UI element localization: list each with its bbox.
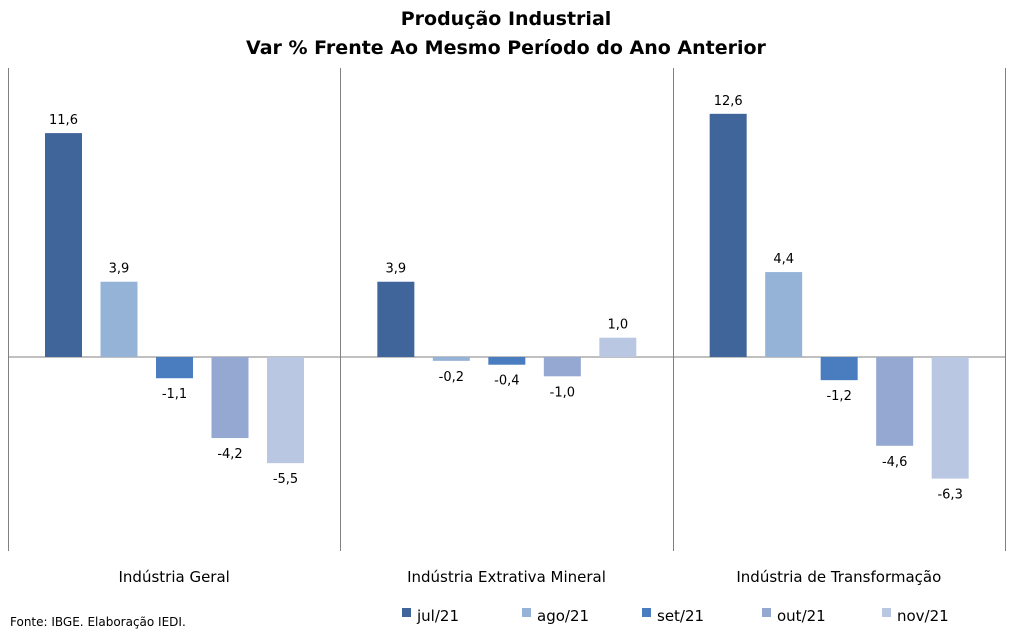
bar [432, 357, 470, 361]
category-label: Indústria Extrativa Mineral [407, 568, 606, 586]
data-label: -1,1 [162, 387, 187, 402]
bar [931, 357, 969, 479]
bar [543, 357, 581, 377]
data-label: -5,5 [273, 472, 298, 487]
data-label: 4,4 [773, 252, 794, 267]
source-note: Fonte: IBGE. Elaboração IEDI. [10, 615, 186, 629]
data-label: 11,6 [49, 113, 78, 128]
legend-entry: nov/21 [897, 607, 949, 625]
data-label: 12,6 [714, 94, 743, 109]
bar [599, 337, 637, 357]
bar [820, 357, 858, 381]
data-label: 3,9 [385, 262, 406, 277]
data-label: -1,0 [550, 385, 575, 400]
legend-swatch [762, 608, 771, 617]
data-label: -0,2 [439, 370, 464, 385]
bar [100, 281, 138, 357]
category-label: Indústria de Transformação [736, 568, 941, 586]
legend-entry: jul/21 [416, 607, 459, 625]
legend-swatch [642, 608, 651, 617]
plot-area: Indústria Geral 11,6 3,9 -1,1 -4,2 -5,5 Indúst… [8, 68, 1006, 586]
bar [377, 281, 415, 357]
chart-title: Produção Industrial [401, 8, 612, 30]
legend-swatch [522, 608, 531, 617]
data-label: -1,2 [826, 389, 851, 404]
data-label: -6,3 [937, 488, 962, 503]
bar [488, 357, 526, 365]
legend-entry: set/21 [657, 607, 704, 625]
chart-subtitle: Var % Frente Ao Mesmo Período do Ano Ant… [246, 37, 767, 59]
bar [45, 133, 82, 357]
data-label: -4,2 [217, 447, 242, 462]
bar [765, 272, 803, 357]
legend-swatch [882, 608, 891, 617]
legend-swatch [402, 608, 411, 617]
legend: jul/21 ago/21 set/21 out/21 nov/21 [402, 607, 949, 625]
bar [211, 357, 249, 439]
bar [156, 357, 193, 379]
data-label: 1,0 [607, 318, 628, 333]
data-label: -4,6 [882, 455, 907, 470]
bar [709, 113, 747, 357]
legend-entry: ago/21 [537, 607, 589, 625]
category-label: Indústria Geral [119, 568, 230, 586]
bar [876, 357, 914, 446]
bar [267, 357, 304, 464]
legend-entry: out/21 [777, 607, 826, 625]
data-label: -0,4 [494, 374, 519, 389]
data-label: 3,9 [109, 262, 130, 277]
